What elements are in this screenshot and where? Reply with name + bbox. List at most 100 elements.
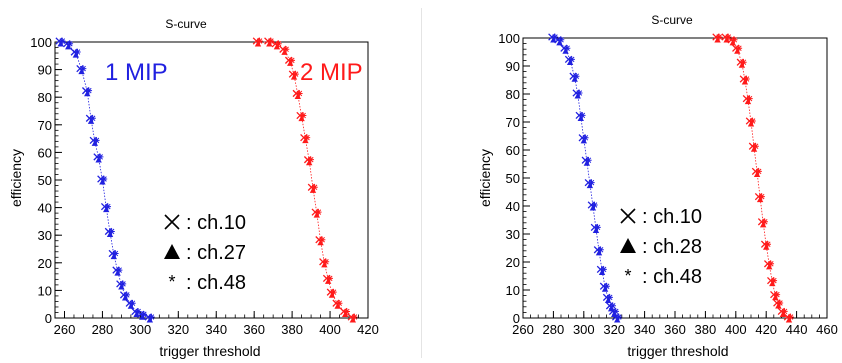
star-marker: [74, 48, 81, 56]
star-marker: [89, 115, 96, 122]
triangle-marker: [772, 294, 779, 301]
triangle-marker: [118, 283, 125, 290]
y-tick-label: 70: [506, 115, 520, 130]
star-marker: [292, 70, 299, 78]
legend-cross-marker: [620, 208, 636, 224]
star-marker: [609, 302, 616, 309]
star-marker: [740, 59, 747, 66]
y-tick-label: 50: [506, 171, 520, 186]
star-marker: [282, 46, 290, 53]
x-tick-label: 340: [205, 322, 227, 337]
triangle-marker: [121, 294, 129, 301]
triangle-marker: [266, 40, 273, 47]
legend-label: : ch.28: [642, 236, 702, 258]
data-series: [712, 33, 794, 323]
star-marker: [112, 250, 119, 257]
x-tick-label: 280: [92, 322, 114, 337]
triangle-marker: [550, 36, 557, 43]
triangle-marker: [741, 78, 749, 85]
triangle-marker: [324, 278, 332, 284]
star-marker: [568, 56, 575, 63]
x-tick-label: 440: [786, 322, 808, 337]
triangle-marker: [84, 90, 91, 97]
star-marker: [588, 179, 595, 186]
triangle-marker: [321, 261, 328, 268]
star-marker: [59, 37, 66, 45]
x-tick-label: 360: [243, 322, 265, 337]
y-tick-label: 70: [38, 118, 52, 133]
triangle-marker: [769, 280, 776, 287]
triangle-marker: [766, 263, 773, 270]
x-axis-label: trigger threshold: [627, 343, 728, 359]
star-marker: [307, 156, 314, 163]
star-marker: [288, 57, 296, 64]
y-tick-label: 10: [506, 283, 520, 298]
star-marker: [770, 277, 778, 284]
x-tick-label: 400: [319, 322, 341, 337]
data-series: [548, 33, 623, 323]
star-marker: [315, 208, 322, 216]
star-marker: [615, 313, 623, 321]
triangle-marker: [779, 311, 787, 317]
triangle-marker: [729, 39, 736, 46]
x-tick-label: 260: [54, 322, 76, 337]
data-series: [252, 37, 358, 323]
triangle-marker: [744, 98, 752, 105]
triangle-marker: [298, 115, 305, 122]
triangle-marker: [106, 231, 114, 237]
triangle-marker: [349, 316, 357, 323]
star-marker: [612, 308, 619, 315]
triangle-marker: [114, 269, 121, 276]
star-marker: [129, 300, 136, 307]
plot-area: 0 10 20 30 40 50 60 70 80 90 100 260 280 300 320 340 360…: [30, 35, 379, 337]
triangle-marker: [604, 297, 612, 303]
triangle-marker: [65, 43, 72, 50]
triangle-marker: [598, 269, 606, 275]
star-marker: [776, 299, 784, 307]
triangle-marker: [103, 206, 110, 213]
star-marker: [97, 153, 104, 161]
star-marker: [267, 37, 275, 45]
star-marker: [606, 294, 613, 301]
triangle-marker: [747, 120, 755, 127]
x-tick-label: 380: [695, 322, 717, 337]
chart-title: S-curve: [165, 17, 207, 31]
triangle-marker: [586, 182, 594, 189]
star-marker: [116, 266, 123, 274]
triangle-marker: [756, 196, 764, 203]
star-marker: [148, 313, 155, 321]
x-tick-label: 300: [573, 322, 595, 337]
triangle-marker: [734, 48, 741, 54]
star-marker: [557, 36, 565, 43]
legend-star-marker: *: [168, 272, 175, 292]
triangle-marker: [57, 40, 64, 47]
legend-label: : ch.10: [186, 212, 246, 234]
triangle-marker: [78, 68, 85, 75]
x-tick-label: 320: [603, 322, 625, 337]
triangle-marker: [87, 118, 95, 124]
star-marker: [749, 117, 756, 125]
star-marker: [343, 308, 351, 315]
star-marker: [735, 45, 743, 52]
y-tick-label: 10: [38, 283, 52, 298]
triangle-marker: [614, 316, 621, 323]
y-tick-label: 40: [38, 201, 52, 216]
star-marker: [123, 291, 130, 299]
legend-triangle-marker: [164, 244, 180, 259]
star-marker: [603, 283, 610, 290]
star-marker: [119, 280, 127, 288]
x-tick-label: 340: [634, 322, 656, 337]
triangle-marker: [127, 303, 135, 309]
y-tick-label: 40: [506, 199, 520, 214]
star-marker: [585, 157, 592, 164]
y-tick-label: 60: [506, 143, 520, 158]
star-marker: [761, 218, 768, 225]
triangle-marker: [556, 39, 563, 46]
triangle-marker: [785, 316, 793, 323]
triangle-marker: [91, 140, 99, 146]
x-tick-label: 400: [725, 322, 747, 337]
star-marker: [752, 143, 759, 150]
star-marker: [322, 258, 330, 265]
panel-divider: [421, 8, 422, 358]
star-marker: [100, 175, 108, 183]
